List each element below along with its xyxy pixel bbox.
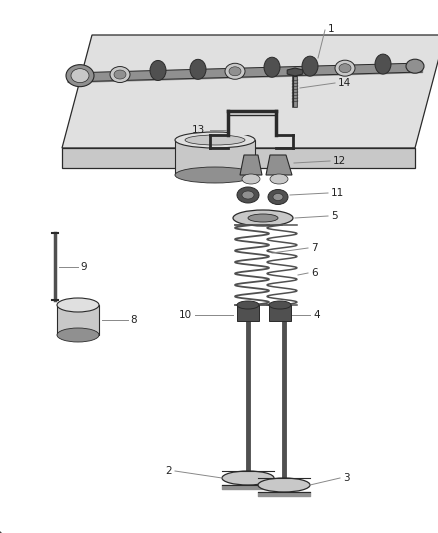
Bar: [175, 140, 255, 175]
Bar: [237, 305, 259, 321]
Ellipse shape: [114, 70, 126, 79]
Ellipse shape: [57, 298, 99, 312]
Ellipse shape: [273, 193, 283, 200]
Text: 6: 6: [311, 268, 318, 278]
Bar: [269, 305, 291, 321]
Polygon shape: [62, 148, 415, 168]
Ellipse shape: [270, 174, 288, 184]
Text: 5: 5: [331, 211, 338, 221]
Text: 9: 9: [80, 262, 87, 272]
Ellipse shape: [237, 301, 259, 309]
Ellipse shape: [66, 64, 94, 87]
Polygon shape: [228, 111, 276, 135]
Text: 12: 12: [333, 156, 346, 166]
Text: 11: 11: [331, 188, 344, 198]
Ellipse shape: [268, 190, 288, 205]
Ellipse shape: [222, 471, 274, 485]
Ellipse shape: [248, 214, 278, 222]
Ellipse shape: [233, 210, 293, 226]
Ellipse shape: [190, 59, 206, 79]
Ellipse shape: [150, 60, 166, 80]
Text: 13: 13: [192, 125, 205, 135]
Ellipse shape: [225, 63, 245, 79]
Text: 1: 1: [328, 24, 335, 34]
Ellipse shape: [229, 67, 241, 76]
Ellipse shape: [237, 187, 259, 203]
Polygon shape: [287, 68, 303, 76]
Text: 7: 7: [311, 243, 318, 253]
Ellipse shape: [264, 57, 280, 77]
Text: 10: 10: [179, 310, 192, 320]
Ellipse shape: [242, 191, 254, 199]
Text: 8: 8: [130, 315, 137, 325]
Text: 3: 3: [343, 473, 350, 483]
Ellipse shape: [175, 167, 255, 183]
Ellipse shape: [175, 132, 255, 148]
Ellipse shape: [258, 478, 310, 492]
Ellipse shape: [335, 60, 355, 76]
Ellipse shape: [339, 63, 351, 72]
Ellipse shape: [110, 67, 130, 83]
Polygon shape: [266, 155, 292, 175]
Ellipse shape: [242, 174, 260, 184]
Polygon shape: [240, 155, 262, 175]
Ellipse shape: [302, 56, 318, 76]
Ellipse shape: [406, 59, 424, 73]
Text: 2: 2: [166, 466, 172, 476]
Text: 14: 14: [338, 78, 351, 88]
Ellipse shape: [269, 301, 291, 309]
Polygon shape: [62, 35, 438, 148]
Ellipse shape: [185, 135, 245, 145]
Bar: [57, 305, 99, 335]
Text: 4: 4: [313, 310, 320, 320]
Ellipse shape: [57, 328, 99, 342]
Ellipse shape: [71, 69, 89, 83]
Ellipse shape: [375, 54, 391, 74]
